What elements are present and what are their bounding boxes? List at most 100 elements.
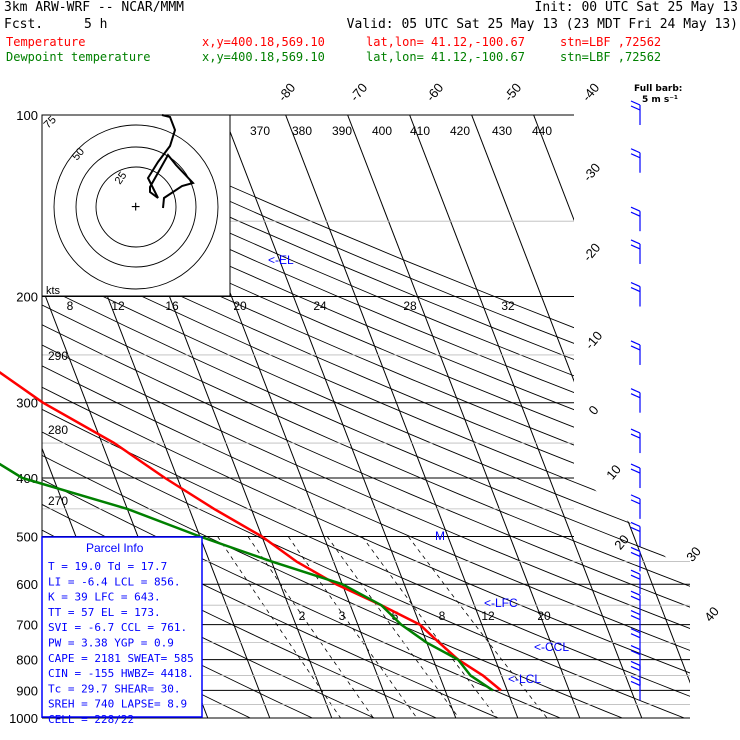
- mixing-ratio-label: 12: [111, 299, 125, 313]
- isotherm-label: -60: [423, 80, 447, 104]
- wind-barb: [630, 675, 641, 701]
- theta-label: 420: [450, 124, 470, 138]
- theta-label: 380: [292, 124, 312, 138]
- wind-barb-flag: [630, 281, 641, 288]
- isotherm-label: -80: [275, 80, 299, 104]
- mixing-ratio-line: [407, 536, 548, 718]
- full-barb-value: 5 m s⁻¹: [642, 95, 678, 105]
- isotherm-line: [285, 115, 519, 718]
- mixing-ratio-label: 20: [537, 609, 551, 623]
- isotherm-label: 10: [603, 462, 624, 483]
- wind-barb-flag: [630, 633, 641, 639]
- hodograph-trace: [146, 114, 195, 209]
- wind-barb-flag: [630, 100, 641, 106]
- wind-barb-flag: [630, 660, 641, 666]
- parcel-box-row: Tc = 29.7 SHEAR= 30.: [48, 682, 180, 695]
- mixing-ratio-label: 5: [392, 609, 399, 623]
- hodograph-ring: [75, 146, 197, 268]
- isotherm-label: -30: [580, 160, 604, 184]
- forecast-value: 5 h: [84, 17, 108, 32]
- wind-barb-flag: [630, 595, 641, 601]
- wind-barb-flag: [630, 521, 641, 528]
- wind-barb-flag: [630, 244, 641, 250]
- mixing-ratio-label: 8: [439, 609, 446, 623]
- isotherm-label: -40: [579, 80, 603, 104]
- wind-barb: [630, 148, 641, 173]
- wind-barb-flag: [630, 615, 641, 621]
- wind-barb: [630, 521, 641, 547]
- parcel-box-row: CELL = 228/22: [48, 713, 134, 726]
- valid-time: Valid: 05 UTC Sat 25 May 13 (23 MDT Fri …: [346, 17, 738, 32]
- wind-barb-flag: [630, 551, 641, 557]
- dewpoint-station: stn=LBF ,72562: [560, 50, 662, 64]
- pressure-label: 100: [16, 108, 38, 123]
- mixing-ratio-label: 20: [233, 299, 247, 313]
- dewpoint-line: [0, 462, 494, 692]
- theta-label: 370: [250, 124, 270, 138]
- wind-barb-flag: [630, 468, 641, 474]
- parcel-box-row: T = 19.0 Td = 17.7: [48, 560, 167, 573]
- isotherm-label: 0: [585, 403, 601, 418]
- isotherm-line: [533, 115, 690, 718]
- wind-barb-flag: [630, 388, 641, 394]
- dry-adiabat-label: 280: [48, 423, 68, 437]
- pressure-label: 600: [16, 577, 38, 592]
- wind-barb: [630, 590, 641, 616]
- theta-label: 440: [532, 124, 552, 138]
- wind-barb: [630, 428, 641, 454]
- wind-barb-flag: [630, 105, 641, 111]
- wind-barb-flag: [630, 610, 641, 616]
- wind-barb-flag: [630, 526, 641, 533]
- wind-barb-flag: [630, 433, 641, 439]
- wind-barb-flag: [630, 340, 641, 346]
- pressure-label: 500: [16, 529, 38, 544]
- wind-barb-flag: [630, 494, 641, 500]
- ccl-marker-label: <-CCL: [534, 640, 569, 654]
- mixing-ratio-label: 16: [165, 299, 179, 313]
- pressure-label: 200: [16, 290, 38, 305]
- temperature-legend: Temperature: [6, 35, 86, 49]
- wind-barb: [630, 388, 641, 413]
- marker-label: M: [435, 529, 445, 543]
- mixing-ratio-label: 8: [67, 299, 74, 313]
- wind-barb-flag: [630, 665, 641, 671]
- hodograph-center-icon: +: [131, 199, 140, 216]
- forecast-label: Fcst.: [4, 17, 44, 32]
- model-title: 3km ARW-WRF -- NCAR/MMM: [4, 0, 185, 15]
- wind-barb-flag: [630, 153, 641, 159]
- isotherm-label: -20: [580, 240, 604, 264]
- dewpoint-xy: x,y=400.18,569.10: [202, 50, 325, 64]
- wind-barb: [630, 239, 641, 264]
- pressure-label: 1000: [9, 711, 38, 726]
- isotherm-line: [347, 115, 581, 718]
- wind-barb-flag: [630, 628, 641, 634]
- dewpoint-latlon: lat,lon= 41.12,-100.67: [366, 50, 525, 64]
- isotherm-line: [409, 115, 643, 718]
- wind-barb-flag: [630, 345, 641, 351]
- theta-label: 410: [410, 124, 430, 138]
- pressure-label: 900: [16, 683, 38, 698]
- wind-barb-flag: [630, 393, 641, 399]
- wind-barb: [630, 546, 641, 572]
- mixing-ratio-label: 3: [339, 609, 346, 623]
- wind-barb: [630, 206, 641, 232]
- parcel-box-row: CIN = -155 HWBZ= 4418.: [48, 667, 194, 680]
- el-marker-label: <-EL: [268, 253, 294, 267]
- wind-barb-flag: [630, 675, 641, 681]
- wind-barb: [630, 569, 641, 595]
- wind-barb: [630, 610, 641, 635]
- sounding-series: [0, 371, 502, 692]
- wind-barb: [630, 281, 641, 307]
- wind-barb-flag: [630, 680, 641, 686]
- parcel-info-box: Parcel Info T = 19.0 Td = 17.7 LI = -6.4 L…: [41, 536, 203, 726]
- mixing-ratio-label: 24: [313, 299, 327, 313]
- wind-barb: [630, 463, 641, 489]
- wind-barb: [630, 340, 641, 365]
- isotherm-label: 40: [701, 604, 722, 625]
- temperature-station: stn=LBF ,72562: [560, 35, 662, 49]
- parcel-box-frame: [41, 536, 203, 718]
- wind-barb-flag: [630, 569, 641, 575]
- dry-adiabat-label: 290: [48, 349, 68, 363]
- pressure-label: 300: [16, 396, 38, 411]
